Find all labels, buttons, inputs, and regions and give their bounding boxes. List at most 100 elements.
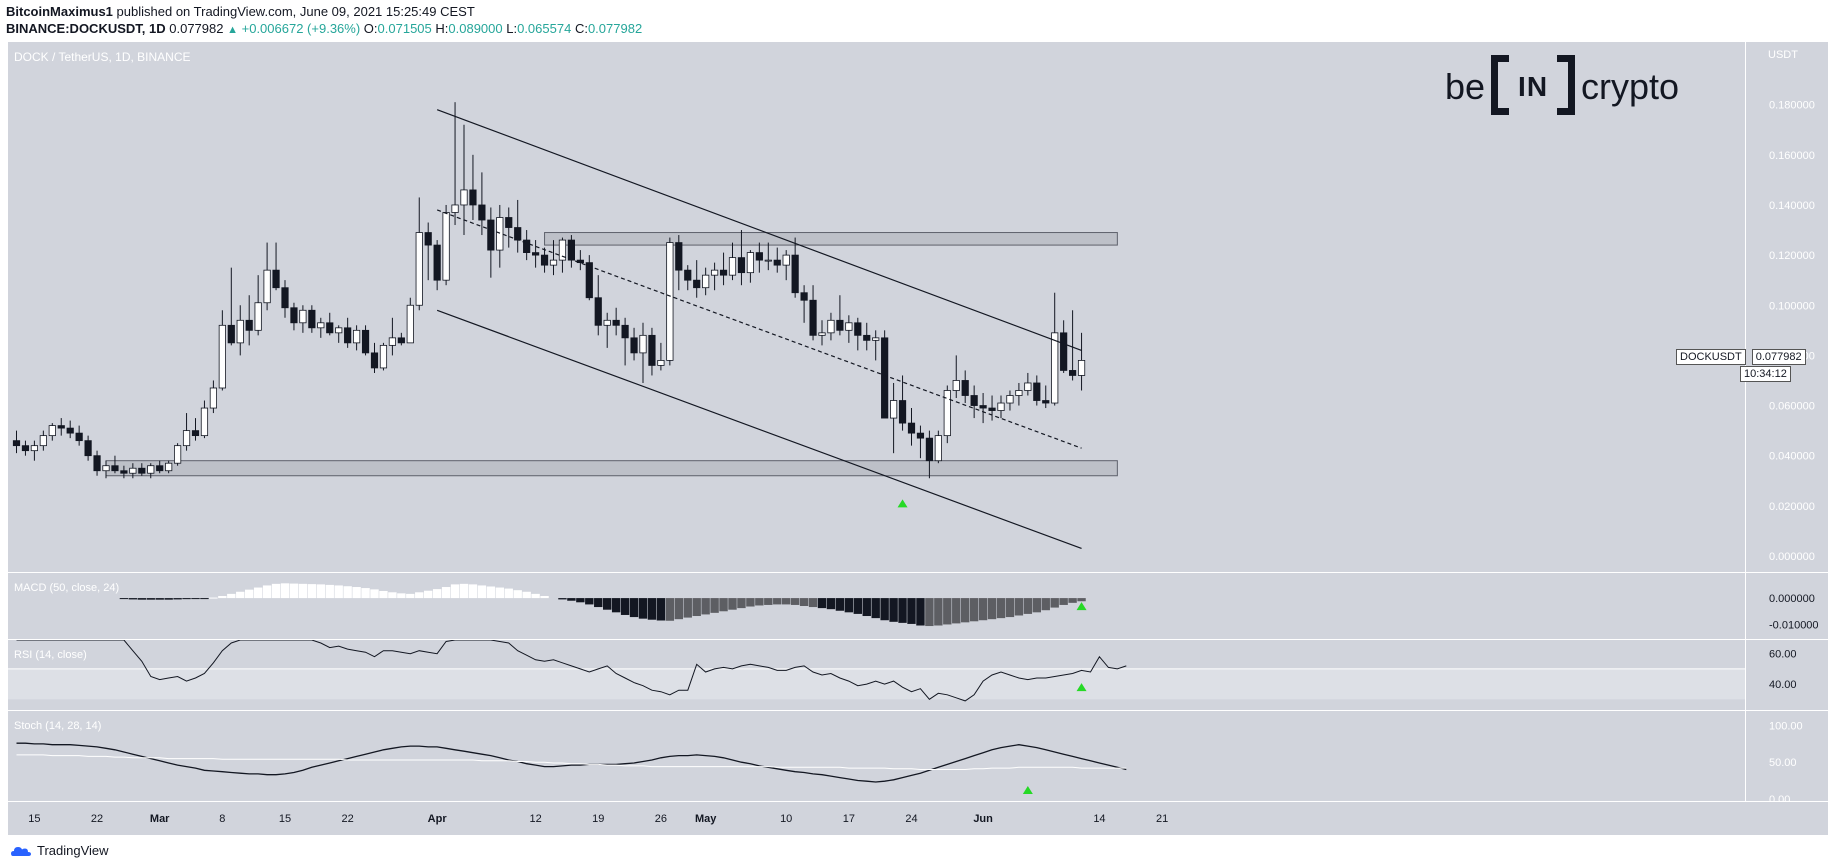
time-tick-label: May	[695, 813, 717, 825]
macd-histogram-bar	[594, 598, 603, 608]
candle-up	[147, 465, 155, 474]
macd-histogram-bar	[862, 598, 871, 617]
macd-histogram-bar	[746, 598, 755, 607]
macd-histogram-bar	[1050, 598, 1059, 608]
candle-up	[1077, 360, 1086, 376]
price-pane-bg	[8, 42, 1745, 572]
macd-histogram-bar	[558, 598, 567, 600]
footer-brand-text: TradingView	[37, 843, 109, 858]
time-tick-label: 21	[1156, 813, 1168, 825]
candle-down	[881, 337, 889, 419]
macd-histogram-bar	[352, 587, 361, 599]
rsi-tick-label: 60.00	[1769, 649, 1797, 661]
candle-up	[388, 337, 397, 346]
last-price: 0.077982	[169, 21, 224, 36]
candle-up	[872, 337, 880, 341]
macd-histogram-bar	[808, 598, 818, 608]
rsi-pane[interactable]: RSI (14, close)	[8, 639, 1745, 710]
macd-histogram-bar	[1041, 598, 1050, 611]
time-tick-label: Apr	[428, 813, 448, 825]
time-tick-label: 17	[843, 813, 855, 825]
candle-down	[272, 269, 280, 289]
macd-histogram-bar	[415, 592, 424, 599]
macd-histogram-bar	[119, 598, 129, 600]
stoch-tick-label: 100.00	[1769, 721, 1803, 733]
candle-up	[165, 462, 173, 472]
time-tick-label: 22	[91, 813, 103, 825]
price-tick-label: 0.140000	[1769, 200, 1815, 212]
candle-down	[138, 467, 146, 474]
rsi-line	[16, 639, 1127, 702]
macd-histogram-bar	[961, 598, 970, 623]
candle-up	[406, 304, 414, 344]
macd-histogram-bar	[540, 595, 549, 599]
macd-histogram-bar	[370, 589, 379, 599]
macd-title: MACD (50, close, 24)	[14, 582, 119, 594]
candle-down	[191, 430, 200, 437]
candle-up	[30, 445, 39, 452]
candle-up	[129, 467, 137, 474]
macd-histogram-bar	[245, 589, 254, 599]
macd-histogram-bar	[316, 584, 325, 599]
macd-histogram-bar	[952, 598, 961, 624]
candle-down	[684, 269, 692, 281]
macd-histogram-bar	[1032, 598, 1041, 613]
candle-up	[702, 274, 710, 289]
macd-histogram-bar	[603, 598, 612, 610]
stoch-pane[interactable]: Stoch (14, 28, 14)	[8, 711, 1745, 801]
candle-up	[943, 390, 951, 437]
candle-down	[961, 380, 969, 396]
macd-histogram-bar	[227, 593, 236, 599]
macd-histogram-bar	[728, 598, 737, 610]
tradingview-brand[interactable]: TradingView	[10, 843, 109, 858]
macd-histogram-bar	[710, 598, 719, 613]
candle-up	[254, 302, 262, 331]
candle-up	[952, 380, 960, 391]
candle-up	[379, 344, 388, 369]
macd-histogram-bar	[262, 585, 272, 599]
rsi-title: RSI (14, close)	[14, 649, 87, 661]
macd-histogram-bar	[1005, 598, 1015, 618]
macd-histogram-bar	[155, 598, 164, 600]
price-pane[interactable]	[8, 42, 1745, 572]
macd-histogram-bar	[737, 598, 746, 609]
author-link[interactable]: BitcoinMaximus1	[6, 4, 113, 19]
price-axis[interactable]: 0.0000000.0200000.0400000.0600000.080000…	[8, 42, 1828, 835]
candle-up	[1024, 382, 1032, 391]
publish-line: BitcoinMaximus1 published on TradingView…	[6, 4, 475, 19]
macd-pane[interactable]: MACD (50, close, 24)	[8, 573, 1745, 639]
macd-histogram-bar	[504, 588, 513, 599]
publish-header: BitcoinMaximus1 published on TradingView…	[0, 0, 1828, 42]
time-tick-label: 19	[592, 813, 604, 825]
time-tick-label: Jun	[973, 813, 993, 825]
candle-down	[898, 400, 907, 424]
macd-histogram-bar	[289, 583, 299, 599]
macd-histogram-bar	[755, 598, 764, 606]
candle-down	[800, 292, 808, 301]
price-tick-label: 0.000000	[1769, 551, 1815, 563]
time-tick-label: 10	[780, 813, 792, 825]
candle-down	[863, 334, 871, 341]
green-arrow-up-icon	[1076, 602, 1087, 611]
candle-up	[335, 327, 343, 334]
candle-up	[666, 242, 674, 361]
candle-down	[84, 440, 92, 457]
macd-histogram-bar	[531, 593, 540, 599]
beincrypto-logo: be IN crypto	[1445, 52, 1679, 122]
time-axis[interactable]: 15 22 Mar 8 15 22 Apr 12 19 26 May 10 17 24 Jun 14 21	[8, 802, 1828, 835]
chart-canvas[interactable]: MACD (50, close, 24) RSI (14, close) Sto…	[0, 42, 1828, 835]
symbol-label: BINANCE:DOCKUSDT, 1D	[6, 21, 166, 36]
close-value: 0.077982	[587, 21, 643, 36]
candle-up	[746, 252, 755, 274]
macd-histogram-bar	[647, 598, 657, 620]
green-arrow-up-icon	[897, 499, 908, 508]
candle-down	[675, 242, 683, 271]
candle-up	[48, 425, 56, 437]
candle-down	[737, 257, 746, 274]
stoch-k-line	[16, 742, 1127, 783]
candle-down	[612, 319, 620, 326]
price-label: DOCKUSDT 0.077982	[1676, 349, 1806, 365]
horizontal-zone	[544, 232, 1118, 246]
candle-down	[120, 470, 128, 474]
candle-down	[514, 227, 522, 241]
